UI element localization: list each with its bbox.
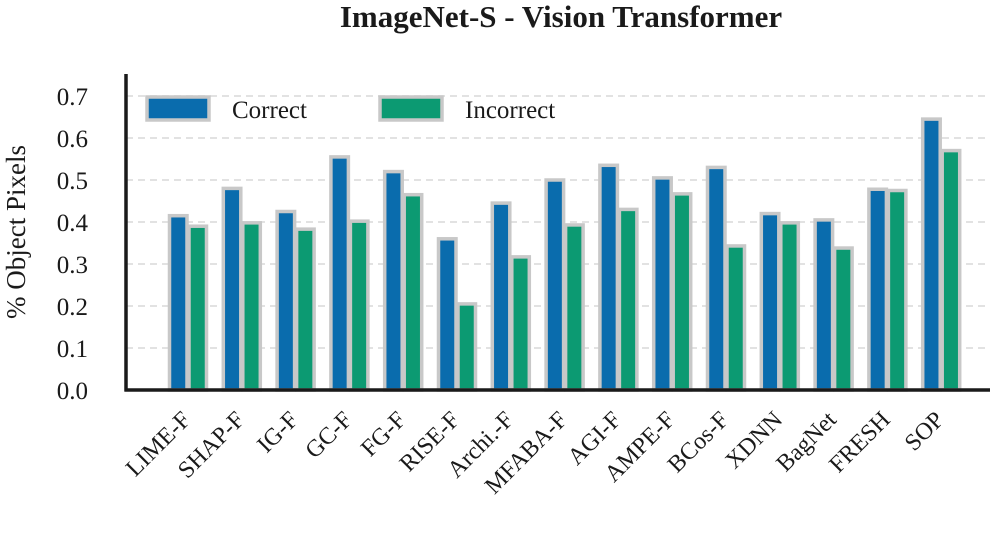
legend-swatch-correct (145, 95, 211, 122)
bar-correct-bagnet (813, 218, 835, 392)
x-tick-label: SOP (900, 407, 950, 457)
bar-incorrect-rise-f (456, 302, 478, 392)
bar-correct-mfaba-f (544, 178, 566, 392)
y-tick-label: 0.7 (57, 84, 88, 111)
bar-incorrect-lime-f (187, 224, 209, 392)
bar-incorrect-fg-f (402, 192, 424, 392)
bar-correct-bcos-f (705, 165, 727, 392)
x-tick-label: GC-F (301, 407, 358, 464)
y-tick-label: 0.3 (57, 252, 88, 279)
bar-incorrect-shap-f (241, 221, 263, 392)
bar-correct-ampe-f (651, 176, 673, 392)
bar-incorrect-fresh (886, 188, 908, 392)
legend-label-incorrect: Incorrect (465, 97, 555, 124)
bar-correct-sop (920, 117, 942, 392)
axes (124, 74, 990, 392)
bar-incorrect-agi-f (617, 207, 639, 392)
bars (167, 117, 962, 392)
y-tick-label: 0.2 (57, 294, 88, 321)
bar-incorrect-ampe-f (671, 192, 693, 392)
bar-correct-gc-f (329, 155, 351, 392)
legend-swatch-incorrect (378, 95, 444, 122)
bar-incorrect-bagnet (832, 246, 854, 392)
x-tick-label: BCos-F (663, 407, 734, 478)
bar-correct-archi-f (490, 201, 512, 392)
y-tick-label: 0.1 (57, 336, 88, 363)
bar-correct-xdnn (759, 211, 781, 392)
y-tick-label: 0.4 (57, 210, 89, 237)
bar-correct-shap-f (221, 186, 243, 392)
y-axis-label: % Object Pixels (1, 145, 31, 319)
bar-incorrect-gc-f (348, 219, 370, 392)
legend-label-correct: Correct (232, 97, 307, 124)
bar-incorrect-mfaba-f (563, 223, 585, 392)
y-tick-label: 0.6 (57, 126, 88, 153)
bar-correct-lime-f (167, 213, 189, 392)
y-tick-label: 0.0 (57, 378, 88, 405)
x-tick-label: IG-F (252, 407, 303, 458)
x-tick-label: FRESH (824, 407, 895, 478)
bar-incorrect-xdnn (779, 221, 801, 392)
bar-incorrect-sop (940, 148, 962, 392)
bar-correct-agi-f (598, 163, 620, 392)
bar-correct-fg-f (382, 169, 404, 392)
y-tick-labels: 0.0 0.1 0.2 0.3 0.4 0.5 0.6 0.7 (57, 84, 89, 405)
y-tick-label: 0.5 (57, 168, 88, 195)
bar-correct-rise-f (436, 237, 458, 392)
chart-title: ImageNet-S - Vision Transformer (340, 0, 783, 34)
bar-correct-fresh (867, 187, 889, 392)
bar-incorrect-ig-f (294, 227, 316, 392)
bar-correct-ig-f (275, 209, 297, 392)
bar-incorrect-bcos-f (725, 244, 747, 392)
legend: Correct Incorrect (145, 95, 555, 124)
bar-incorrect-archi-f (510, 255, 532, 392)
